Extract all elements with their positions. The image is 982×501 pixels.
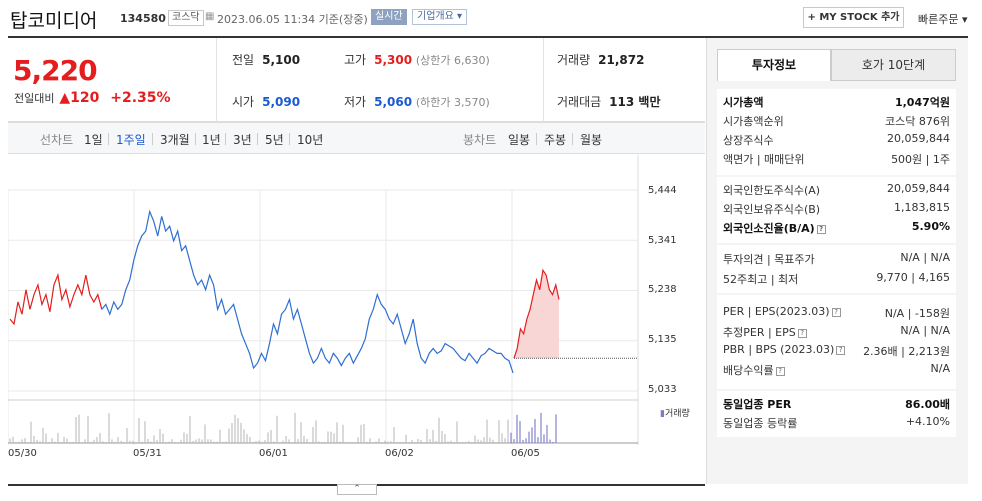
x-tick-label: 06/02	[385, 448, 414, 459]
x-tick-label: 06/01	[259, 448, 288, 459]
high-price: 고가 5,300 (상한가 6,630)	[344, 53, 490, 67]
info-row: 시가총액순위 코스닥 876위	[723, 115, 950, 128]
info-row[interactable]: 동일업종 등락률 +4.10%	[723, 415, 950, 430]
price-panel: 5,220 전일대비 ▲120 +2.35% 전일 5,100 고가 5,300 (…	[8, 38, 705, 122]
tab-3y[interactable]: 3년	[233, 133, 252, 147]
info-row: 외국인보유주식수(B) 1,183,815	[723, 201, 950, 216]
x-tick-label: 05/30	[8, 448, 37, 459]
tab-order-book-10[interactable]: 호가 10단계	[831, 49, 956, 81]
quick-order-button[interactable]: 빠른주문 ▾	[918, 13, 968, 26]
company-overview-button[interactable]: 기업개요 ▾	[412, 9, 467, 25]
help-icon[interactable]: ?	[797, 328, 807, 338]
info-row: PER | EPS(2023.03)? N/A | -158원	[723, 305, 950, 320]
price-line	[513, 268, 560, 359]
tab-daily-candle[interactable]: 일봉	[508, 133, 531, 147]
help-icon[interactable]: ?	[831, 307, 841, 317]
y-tick-label: 5,341	[648, 235, 677, 246]
add-my-stock-button[interactable]: + MY STOCK 추가	[803, 7, 904, 28]
foreign-ownership-block: 외국인한도주식수(A) 20,059,844 외국인보유주식수(B) 1,183,8…	[717, 177, 956, 243]
chart-period-tabs: 선차트 1일 1주일 3개월 1년 3년 5년 10년 봉차트 일봉 주봉 월봉	[8, 122, 705, 154]
info-row: 상장주식수 20,059,844	[723, 132, 950, 147]
line-chart-label: 선차트	[40, 133, 74, 147]
info-row: 외국인소진율(B/A)? 5.90%	[723, 220, 950, 235]
x-tick-label: 05/31	[133, 448, 162, 459]
market-cap-block: 시가총액 1,047억원 시가총액순위 코스닥 876위 상장주식수 20,059,8…	[717, 89, 956, 175]
stock-header: 탑코미디어 134580 코스닥 ▦ 2023.06.05 11:34 기준(장…	[0, 0, 982, 36]
collapse-chart-button[interactable]: ⌃	[337, 484, 377, 495]
tab-10y[interactable]: 10년	[297, 133, 324, 147]
price-area	[514, 270, 559, 359]
tab-1d[interactable]: 1일	[84, 133, 103, 147]
info-row: 투자의견 | 목표주가 N/A | N/A	[723, 251, 950, 266]
y-tick-label: 5,444	[648, 185, 677, 196]
change-label: 전일대비	[14, 92, 55, 105]
prev-close: 전일 5,100	[232, 53, 301, 67]
tab-1y[interactable]: 1년	[202, 133, 221, 147]
info-row[interactable]: 동일업종 PER 86.00배	[723, 398, 950, 411]
valuation-block: PER | EPS(2023.03)? N/A | -158원 추정PER | E…	[717, 295, 956, 389]
price-line	[9, 272, 103, 326]
calendar-icon: ▦	[205, 11, 215, 22]
tab-5y[interactable]: 5년	[265, 133, 284, 147]
volume-legend: ▮거래량	[660, 409, 690, 419]
divider	[216, 38, 217, 122]
tab-monthly-candle[interactable]: 월봉	[580, 133, 603, 147]
trade-amount: 거래대금 113 백만	[557, 95, 661, 109]
market-badge: 코스닥	[168, 10, 204, 26]
stock-name: 탑코미디어	[10, 10, 98, 32]
change-percent: +2.35%	[110, 90, 171, 106]
price-chart: 5,444 5,341 5,238 5,135 5,033 ▮거래량 05/30…	[7, 155, 705, 485]
chart-bottom-bar: ⌃	[8, 484, 968, 501]
stock-code: 134580	[120, 12, 166, 25]
x-tick-label: 06/05	[511, 448, 540, 459]
help-icon[interactable]: ?	[816, 224, 826, 234]
volume: 거래량 21,872	[557, 53, 645, 67]
change-value: ▲120	[59, 90, 100, 106]
info-row: 추정PER | EPS? N/A | N/A	[723, 324, 950, 339]
y-tick-label: 5,135	[648, 334, 677, 345]
tab-weekly-candle[interactable]: 주봉	[544, 133, 567, 147]
price-chart-svg[interactable]	[7, 155, 705, 485]
y-tick-label: 5,033	[648, 384, 677, 395]
info-row: 외국인한도주식수(A) 20,059,844	[723, 182, 950, 197]
open-price: 시가 5,090	[232, 95, 301, 109]
low-price: 저가 5,060 (하한가 3,570)	[344, 95, 490, 109]
industry-block: 동일업종 PER 86.00배 동일업종 등락률 +4.10%	[717, 391, 956, 437]
info-row: 52주최고 | 최저 9,770 | 4,165	[723, 271, 950, 286]
info-row: 액면가 | 매매단위 500원 | 1주	[723, 153, 950, 166]
realtime-badge[interactable]: 실시간	[371, 9, 407, 25]
info-row: 배당수익률? N/A	[723, 362, 950, 377]
current-price: 5,220	[13, 54, 98, 87]
header-divider	[8, 36, 968, 38]
tab-1w[interactable]: 1주일	[116, 133, 146, 147]
info-row: 시가총액 1,047억원	[723, 96, 950, 109]
quote-datetime: 2023.06.05 11:34 기준(장중)	[217, 13, 368, 26]
candle-chart-label: 봉차트	[463, 133, 497, 147]
price-line	[101, 209, 514, 374]
tab-investment-info[interactable]: 투자정보	[717, 49, 831, 81]
opinion-block: 투자의견 | 목표주가 N/A | N/A 52주최고 | 최저 9,770 | 4…	[717, 245, 956, 293]
info-row: PBR | BPS (2023.03)? 2.36배 | 2,213원	[723, 343, 950, 358]
divider	[543, 38, 544, 122]
help-icon[interactable]: ?	[836, 345, 846, 355]
investment-info-panel: 투자정보 호가 10단계 시가총액 1,047억원 시가총액순위 코스닥 876위 …	[706, 38, 968, 484]
tab-3m[interactable]: 3개월	[160, 133, 190, 147]
y-tick-label: 5,238	[648, 284, 677, 295]
price-change: 전일대비 ▲120 +2.35%	[14, 90, 171, 106]
help-icon[interactable]: ?	[775, 366, 785, 376]
